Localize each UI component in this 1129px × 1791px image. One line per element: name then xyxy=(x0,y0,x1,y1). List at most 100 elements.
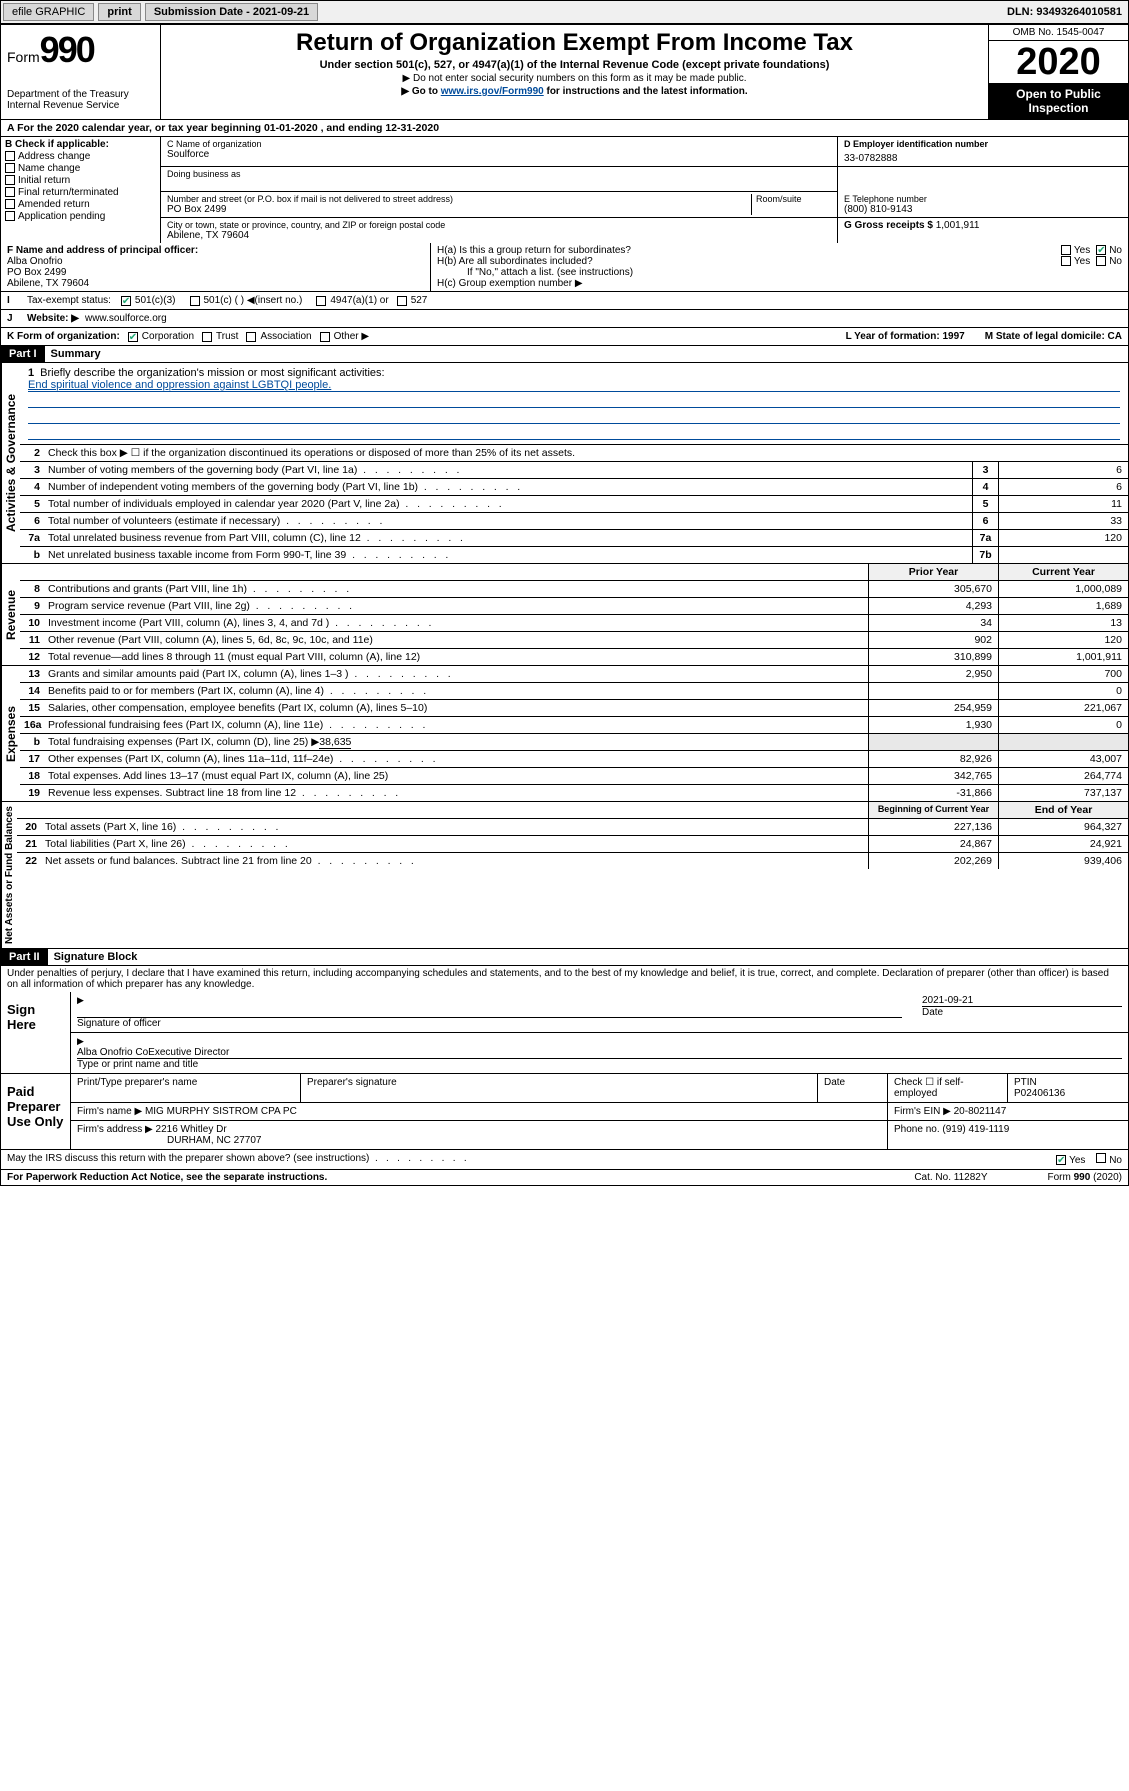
row-fh: F Name and address of principal officer:… xyxy=(0,243,1129,292)
col-b-checkboxes: B Check if applicable: Address change Na… xyxy=(1,137,161,243)
chk-501c[interactable] xyxy=(190,296,200,306)
chk-initial-return[interactable] xyxy=(5,175,15,185)
room-label: Room/suite xyxy=(756,194,831,204)
chk-address-change[interactable] xyxy=(5,151,15,161)
form-990-label: Form990 xyxy=(7,29,154,71)
line6: Total number of volunteers (estimate if … xyxy=(44,513,972,529)
org-name: Soulforce xyxy=(167,149,831,160)
mission-text[interactable]: End spiritual violence and oppression ag… xyxy=(28,379,331,391)
phone-label: E Telephone number xyxy=(844,194,1122,204)
org-name-label: C Name of organization xyxy=(167,139,831,149)
vlabel-net-assets: Net Assets or Fund Balances xyxy=(1,802,17,948)
firm-phone: (919) 419-1119 xyxy=(942,1124,1009,1135)
discuss-row: May the IRS discuss this return with the… xyxy=(0,1150,1129,1170)
perjury-statement: Under penalties of perjury, I declare th… xyxy=(0,966,1129,992)
line3: Number of voting members of the governin… xyxy=(44,462,972,478)
chk-501c3[interactable] xyxy=(121,296,131,306)
line4: Number of independent voting members of … xyxy=(44,479,972,495)
vlabel-governance: Activities & Governance xyxy=(1,363,20,563)
tax-year: 2020 xyxy=(989,41,1128,83)
city-label: City or town, state or province, country… xyxy=(167,220,831,230)
chk-ha-no[interactable] xyxy=(1096,245,1106,255)
identity-block: B Check if applicable: Address change Na… xyxy=(0,137,1129,243)
chk-discuss-yes[interactable] xyxy=(1056,1155,1066,1165)
website-value: www.soulforce.org xyxy=(85,313,167,324)
firm-addr1: 2216 Whitley Dr xyxy=(156,1124,227,1135)
gross-receipts-value: 1,001,911 xyxy=(936,220,980,231)
year-formation: L Year of formation: 1997 xyxy=(846,331,965,342)
topbar: efile GRAPHIC print Submission Date - 20… xyxy=(0,0,1129,24)
row-a-period: A For the 2020 calendar year, or tax yea… xyxy=(0,120,1129,137)
dba-label: Doing business as xyxy=(167,169,831,179)
phone-value: (800) 810-9143 xyxy=(844,204,1122,215)
sig-officer-label: Signature of officer xyxy=(77,1018,902,1029)
dln: DLN: 93493264010581 xyxy=(1001,4,1128,20)
section-expenses: Expenses 13Grants and similar amounts pa… xyxy=(0,666,1129,802)
sign-here-label: Sign Here xyxy=(1,992,71,1073)
part2-header: Part II Signature Block xyxy=(0,949,1129,966)
treasury-dept: Department of the Treasury xyxy=(7,89,154,100)
section-revenue: Revenue Prior YearCurrent Year 8Contribu… xyxy=(0,564,1129,666)
section-governance: Activities & Governance 1Briefly describ… xyxy=(0,363,1129,564)
sig-date: 2021-09-21 xyxy=(922,995,1122,1007)
vlabel-revenue: Revenue xyxy=(1,564,20,665)
city-value: Abilene, TX 79604 xyxy=(167,230,831,241)
ein-label: D Employer identification number xyxy=(844,139,1122,149)
form-title: Return of Organization Exempt From Incom… xyxy=(169,29,980,57)
page-footer: For Paperwork Reduction Act Notice, see … xyxy=(0,1170,1129,1186)
chk-trust[interactable] xyxy=(202,332,212,342)
h-block: H(a) Is this a group return for subordin… xyxy=(431,243,1128,291)
hdr-current-year: Current Year xyxy=(998,564,1128,580)
paid-preparer-label: Paid Preparer Use Only xyxy=(1,1074,71,1149)
part1-header: Part I Summary xyxy=(0,346,1129,363)
chk-corp[interactable] xyxy=(128,332,138,342)
vlabel-expenses: Expenses xyxy=(1,666,20,801)
paid-preparer-block: Paid Preparer Use Only Print/Type prepar… xyxy=(0,1074,1129,1150)
hdr-prior-year: Prior Year xyxy=(868,564,998,580)
chk-hb-no[interactable] xyxy=(1096,256,1106,266)
form-header: Form990 Department of the Treasury Inter… xyxy=(0,24,1129,120)
row-i-tax-status: I Tax-exempt status: 501(c)(3) 501(c) ( … xyxy=(0,292,1129,310)
chk-discuss-no[interactable] xyxy=(1096,1153,1106,1163)
firm-ein: 20-8021147 xyxy=(954,1106,1007,1117)
submission-date: Submission Date - 2021-09-21 xyxy=(145,3,318,21)
open-inspection: Open to Public Inspection xyxy=(989,83,1128,119)
print-button[interactable]: print xyxy=(98,3,140,21)
firm-name: MIG MURPHY SISTROM CPA PC xyxy=(145,1106,297,1117)
irs-label: Internal Revenue Service xyxy=(7,100,154,111)
col-b-header: B Check if applicable: xyxy=(5,139,156,150)
chk-final-return[interactable] xyxy=(5,187,15,197)
ptin: P02406136 xyxy=(1014,1088,1122,1099)
state-domicile: M State of legal domicile: CA xyxy=(985,331,1122,342)
line5: Total number of individuals employed in … xyxy=(44,496,972,512)
line7b: Net unrelated business taxable income fr… xyxy=(44,547,972,563)
firm-addr2: DURHAM, NC 27707 xyxy=(167,1135,261,1146)
irs-link[interactable]: www.irs.gov/Form990 xyxy=(441,86,544,97)
ssn-note: ▶ Do not enter social security numbers o… xyxy=(169,73,980,84)
ein-value: 33-0782888 xyxy=(844,149,1122,164)
addr-value: PO Box 2499 xyxy=(167,204,751,215)
chk-ha-yes[interactable] xyxy=(1061,245,1071,255)
chk-527[interactable] xyxy=(397,296,407,306)
chk-assoc[interactable] xyxy=(246,332,256,342)
chk-other[interactable] xyxy=(320,332,330,342)
row-j-website: J Website: ▶ www.soulforce.org xyxy=(0,310,1129,328)
omb-number: OMB No. 1545-0047 xyxy=(989,25,1128,41)
line1-label: Briefly describe the organization's miss… xyxy=(40,367,384,379)
addr-label: Number and street (or P.O. box if mail i… xyxy=(167,194,751,204)
sign-here-block: Sign Here Signature of officer 2021-09-2… xyxy=(0,992,1129,1074)
chk-name-change[interactable] xyxy=(5,163,15,173)
chk-hb-yes[interactable] xyxy=(1061,256,1071,266)
gross-receipts-label: G Gross receipts $ xyxy=(844,220,933,231)
goto-note: ▶ Go to www.irs.gov/Form990 for instruct… xyxy=(169,86,980,97)
efile-button[interactable]: efile GRAPHIC xyxy=(3,3,94,21)
row-k-org-form: K Form of organization: Corporation Trus… xyxy=(0,328,1129,346)
line2: Check this box ▶ ☐ if the organization d… xyxy=(44,445,1128,461)
principal-officer: F Name and address of principal officer:… xyxy=(1,243,431,291)
form-subtitle: Under section 501(c), 527, or 4947(a)(1)… xyxy=(169,59,980,71)
chk-app-pending[interactable] xyxy=(5,211,15,221)
chk-amended[interactable] xyxy=(5,199,15,209)
chk-4947[interactable] xyxy=(316,296,326,306)
section-net-assets: Net Assets or Fund Balances Beginning of… xyxy=(0,802,1129,949)
line7a: Total unrelated business revenue from Pa… xyxy=(44,530,972,546)
